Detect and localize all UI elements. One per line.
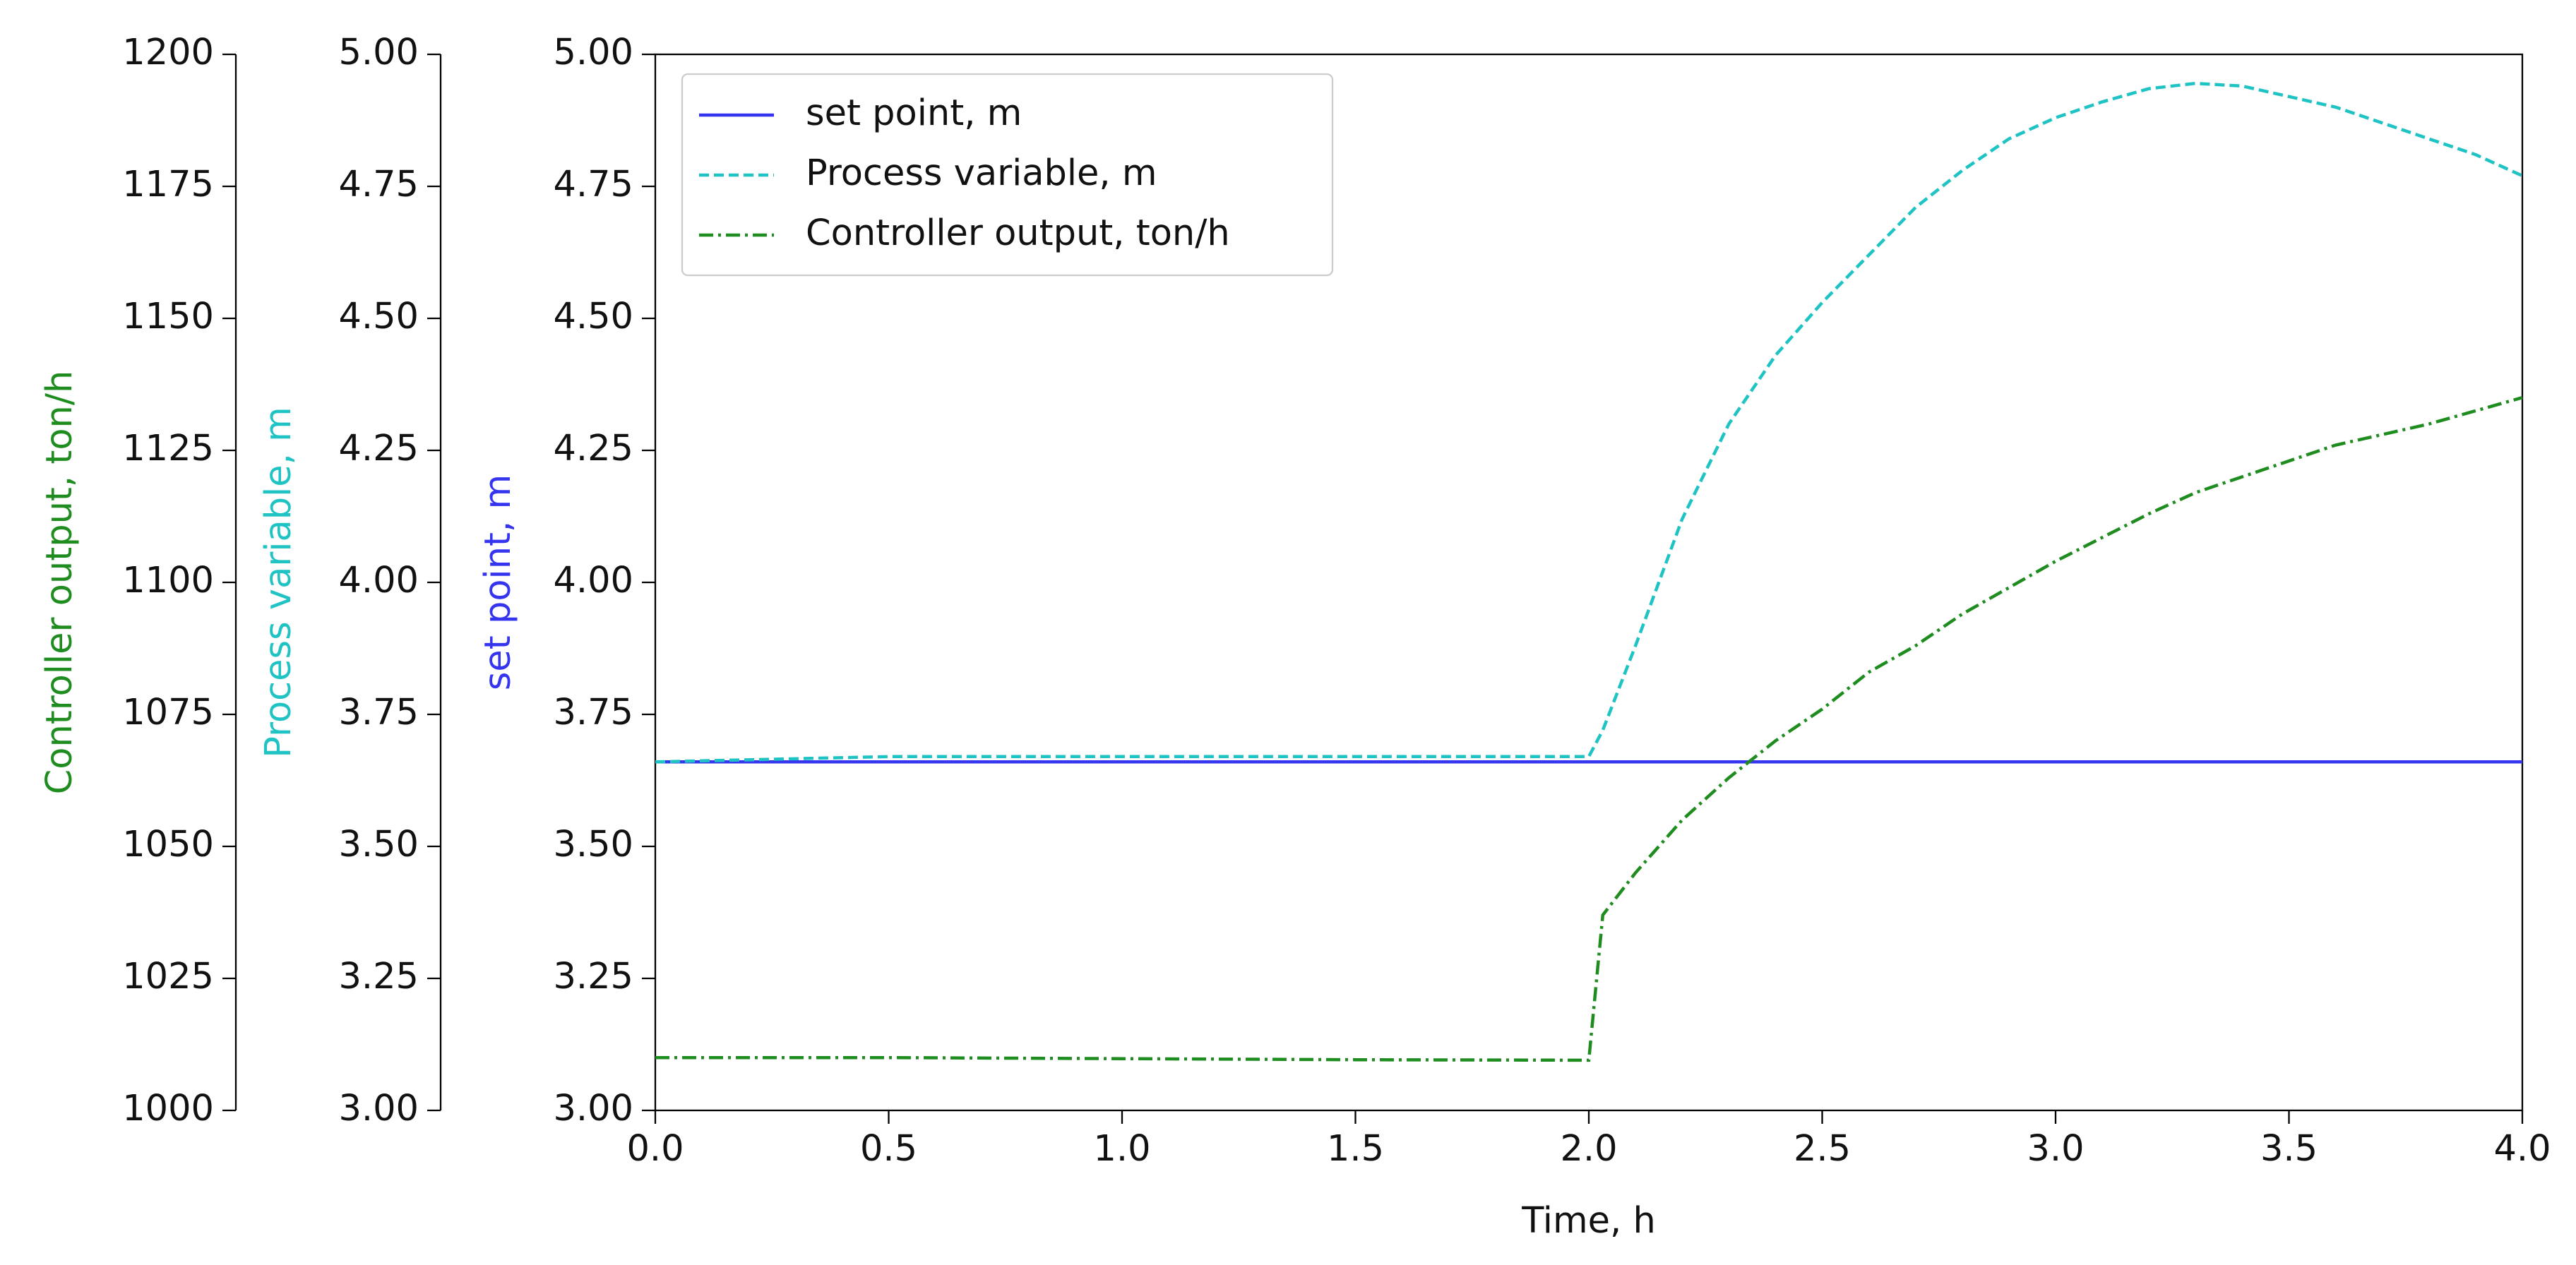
- y-tick-label: 1075: [122, 692, 214, 733]
- y-tick-label: 1150: [122, 296, 214, 337]
- y-tick-label: 4.00: [553, 560, 633, 601]
- y-tick-label: 3.50: [338, 824, 419, 865]
- y-tick-label: 4.00: [338, 560, 419, 601]
- x-tick-label: 1.0: [1093, 1128, 1150, 1170]
- y-tick-label: 3.50: [553, 824, 633, 865]
- legend-label: set point, m: [806, 92, 1022, 134]
- legend-label: Process variable, m: [806, 152, 1157, 194]
- y-tick-label: 3.25: [553, 956, 633, 997]
- y-tick-label: 4.75: [338, 164, 419, 205]
- legend-box: [681, 73, 1334, 277]
- series-line: [655, 81, 2523, 764]
- y-tick-label: 1100: [122, 560, 214, 601]
- y-tick-label: 5.00: [553, 32, 633, 73]
- y-tick-label: 3.25: [338, 956, 419, 997]
- y-tick-label: 1200: [122, 32, 214, 73]
- y-tick-label: 4.25: [553, 428, 633, 469]
- series-line: [655, 396, 2523, 1062]
- x-tick-label: 4.0: [2493, 1128, 2551, 1170]
- x-tick-label: 2.5: [1794, 1128, 1851, 1170]
- y-axis-label: Process variable, m: [258, 407, 299, 758]
- y-tick-label: 3.75: [553, 692, 633, 733]
- x-tick-label: 3.0: [2027, 1128, 2084, 1170]
- y-tick-label: 4.25: [338, 428, 419, 469]
- y-tick-label: 4.50: [553, 296, 633, 337]
- y-tick-label: 3.00: [553, 1088, 633, 1129]
- x-tick-label: 0.0: [626, 1128, 684, 1170]
- y-tick-label: 4.75: [553, 164, 633, 205]
- y-axis-label: Controller output, ton/h: [39, 371, 80, 795]
- y-axis-label: set point, m: [477, 474, 519, 690]
- legend-label: Controller output, ton/h: [806, 212, 1230, 254]
- y-tick-label: 1000: [122, 1088, 214, 1129]
- y-tick-label: 1175: [122, 164, 214, 205]
- x-tick-label: 0.5: [860, 1128, 917, 1170]
- y-tick-label: 3.00: [338, 1088, 419, 1129]
- y-tick-label: 1125: [122, 428, 214, 469]
- y-tick-label: 5.00: [338, 32, 419, 73]
- x-axis-label: Time, h: [1521, 1200, 1656, 1242]
- y-tick-label: 3.75: [338, 692, 419, 733]
- x-tick-label: 3.5: [2260, 1128, 2318, 1170]
- y-tick-label: 4.50: [338, 296, 419, 337]
- x-tick-label: 1.5: [1327, 1128, 1384, 1170]
- y-tick-label: 1050: [122, 824, 214, 865]
- y-tick-label: 1025: [122, 956, 214, 997]
- x-tick-label: 2.0: [1560, 1128, 1617, 1170]
